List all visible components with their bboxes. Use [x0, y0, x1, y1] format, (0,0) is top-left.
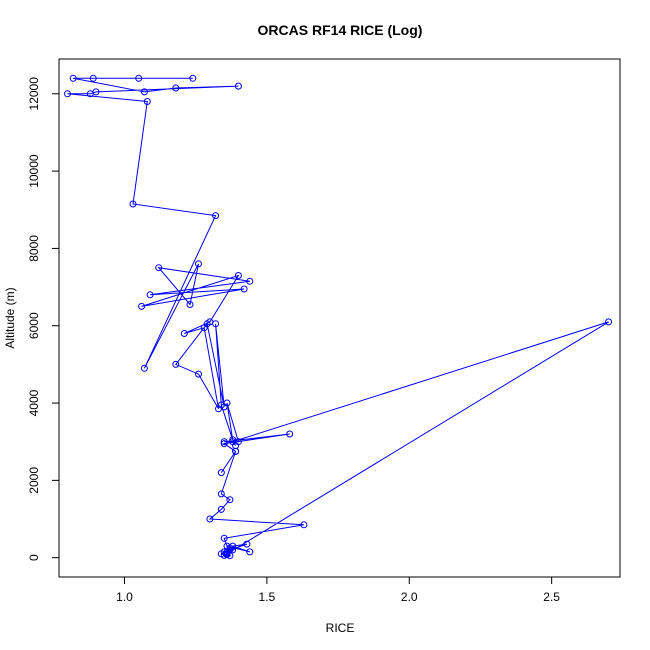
data-point	[286, 430, 294, 438]
data-point	[226, 544, 234, 552]
series-layer	[64, 74, 613, 560]
data-point	[195, 260, 202, 268]
data-point	[232, 442, 240, 450]
data-point	[217, 505, 225, 513]
y-tick-label: 10000	[27, 154, 41, 188]
x-tick-label: 1.5	[259, 590, 276, 604]
data-point	[186, 301, 194, 308]
data-point	[135, 74, 143, 82]
y-tick-label: 8000	[27, 235, 41, 262]
x-tick-label: 2.5	[543, 590, 560, 604]
data-point	[300, 521, 308, 529]
data-point	[140, 88, 148, 96]
data-point	[69, 74, 77, 82]
data-point	[155, 264, 163, 272]
y-tick-label: 12000	[27, 77, 41, 111]
data-point	[206, 515, 214, 523]
data-point	[64, 90, 71, 98]
data-point	[143, 98, 151, 105]
data-point	[226, 496, 234, 504]
data-point	[212, 320, 220, 328]
data-point	[220, 534, 228, 542]
data-point	[212, 212, 220, 220]
data-point	[243, 540, 251, 548]
y-tick-label: 4000	[27, 389, 41, 416]
data-point	[203, 320, 211, 328]
data-point	[220, 440, 228, 448]
x-axis-label: RICE	[326, 621, 355, 635]
data-point	[217, 469, 225, 477]
x-tick-label: 2.0	[401, 590, 418, 604]
data-point	[189, 74, 197, 82]
data-point	[86, 90, 94, 98]
data-point	[223, 550, 231, 558]
y-tick-label: 0	[27, 554, 41, 561]
y-axis-label: Altitude (m)	[3, 287, 17, 348]
data-point	[234, 272, 242, 279]
data-point	[223, 399, 231, 407]
data-point	[172, 84, 180, 92]
data-point	[180, 330, 188, 337]
data-point	[138, 302, 146, 310]
data-point	[234, 82, 242, 90]
data-point	[129, 200, 137, 208]
data-point	[246, 277, 254, 285]
x-axis: 1.0 1.5 2.0 2.5	[116, 576, 560, 604]
y-tick-label: 2000	[27, 467, 41, 494]
data-point	[220, 438, 228, 446]
y-tick-label: 6000	[27, 312, 41, 339]
x-tick-label: 1.0	[116, 590, 133, 604]
data-point	[195, 370, 202, 378]
data-point	[146, 291, 154, 299]
chart-title: ORCAS RF14 RICE (Log)	[258, 22, 423, 38]
data-point	[246, 548, 254, 556]
y-axis: 0 2000 4000 6000 8000 10000 12000	[27, 77, 60, 561]
data-point	[140, 364, 148, 372]
data-point	[172, 360, 180, 368]
data-point	[217, 490, 225, 498]
data-point	[89, 74, 97, 82]
data-point	[240, 285, 248, 293]
data-point	[605, 318, 613, 326]
